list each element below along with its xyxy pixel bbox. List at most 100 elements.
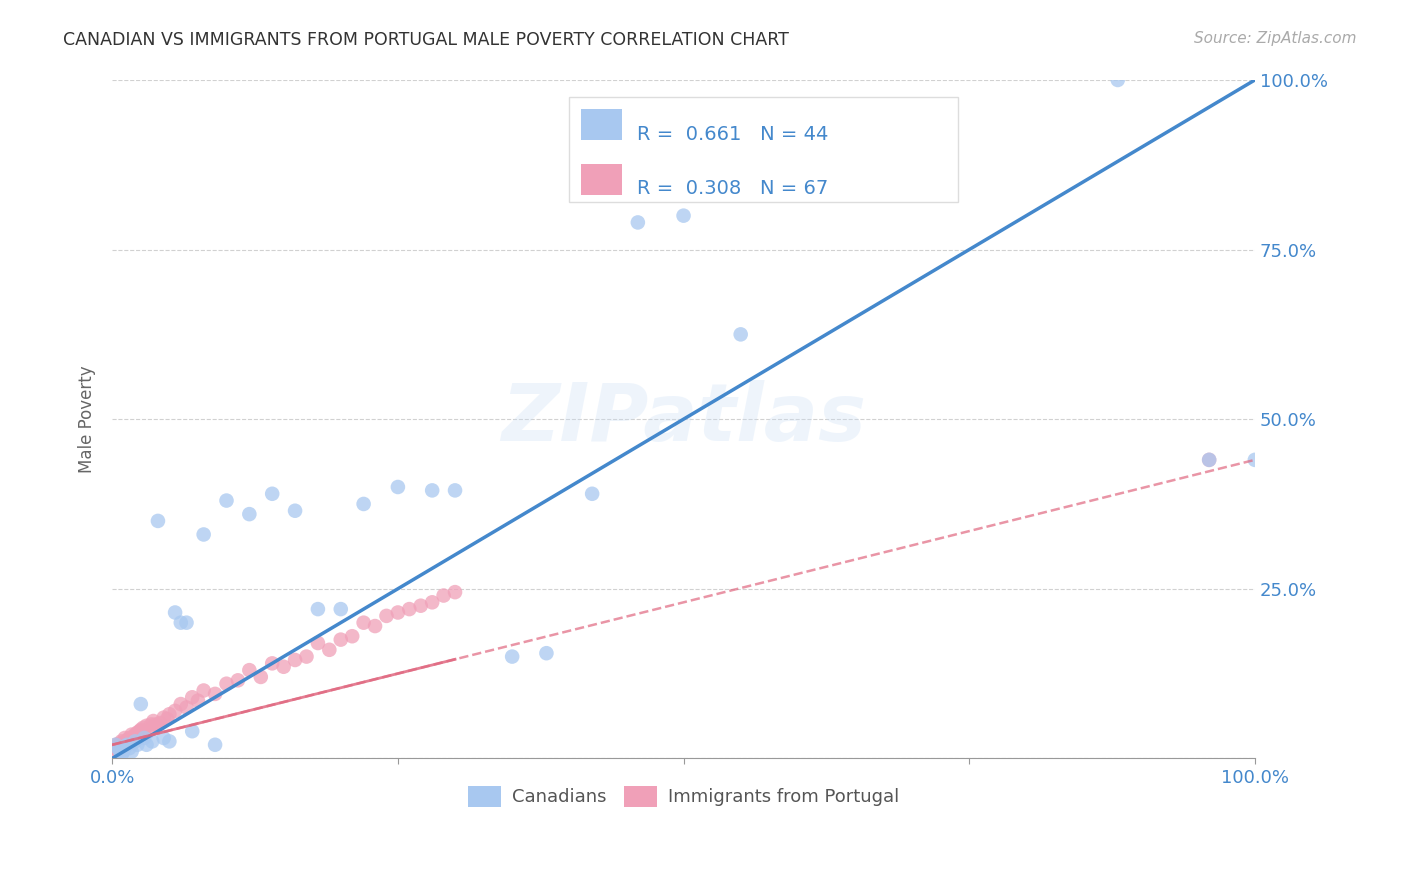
Point [134,724,156,739]
Point [187,694,209,708]
Text: R =  0.661   N = 44: R = 0.661 N = 44 [637,125,828,144]
Point [117,732,139,747]
Point [249,670,271,684]
Point [340,629,363,643]
Point [284,653,307,667]
Point [127,738,149,752]
Point [181,724,204,739]
Point [107,741,129,756]
Point [121,732,143,747]
Point [307,636,329,650]
Point [215,677,238,691]
Point [215,493,238,508]
Point [176,700,198,714]
Point [353,615,375,630]
Point [204,738,226,752]
Point [121,745,143,759]
Point [398,602,420,616]
Point [124,728,146,742]
Point [387,606,409,620]
Point [152,711,174,725]
Point [107,738,129,752]
Point [375,608,398,623]
Point [112,738,135,752]
Point [262,657,284,671]
Point [131,725,153,739]
Point [157,734,180,748]
Point [156,712,179,726]
Point [134,731,156,745]
FancyBboxPatch shape [569,97,957,202]
Point [138,724,160,739]
Point [318,642,340,657]
Point [364,619,387,633]
Point [193,683,215,698]
Point [103,745,125,759]
Point [139,717,162,731]
Point [353,497,375,511]
Point [128,724,150,739]
Point [122,730,145,744]
Point [329,602,352,616]
Point [149,716,172,731]
Point [170,615,193,630]
Point [111,739,134,753]
Point [420,483,443,498]
Point [142,714,165,728]
Point [433,589,456,603]
Point [110,736,132,750]
Point [146,719,169,733]
Point [118,731,141,745]
Point [165,704,187,718]
Point [1198,453,1220,467]
Point [581,487,603,501]
Point [193,527,215,541]
Point [307,602,329,616]
Point [165,606,187,620]
Point [121,728,143,742]
Point [444,483,467,498]
Point [110,745,132,759]
Point [329,632,352,647]
Legend: Canadians, Immigrants from Portugal: Canadians, Immigrants from Portugal [461,779,905,814]
Point [141,734,163,748]
Text: CANADIAN VS IMMIGRANTS FROM PORTUGAL MALE POVERTY CORRELATION CHART: CANADIAN VS IMMIGRANTS FROM PORTUGAL MAL… [63,31,789,49]
Point [238,507,260,521]
Point [145,717,167,731]
Point [1107,73,1129,87]
Point [273,659,295,673]
Point [226,673,249,688]
Point [104,738,127,752]
Point [387,480,409,494]
Point [176,615,198,630]
Point [125,731,148,745]
Point [110,747,132,762]
Point [409,599,432,613]
Point [146,514,169,528]
Point [262,487,284,501]
Point [1244,453,1267,467]
Point [1198,453,1220,467]
FancyBboxPatch shape [581,110,621,140]
Point [118,741,141,756]
Point [627,215,650,229]
Point [238,663,260,677]
Text: ZIPatlas: ZIPatlas [501,380,866,458]
Point [105,741,128,756]
Point [152,731,174,745]
Point [129,697,152,711]
Point [128,730,150,744]
Point [157,707,180,722]
Point [295,649,318,664]
Point [104,738,127,752]
Point [115,736,138,750]
Point [115,734,138,748]
Point [115,738,138,752]
Point [181,690,204,705]
Text: R =  0.308   N = 67: R = 0.308 N = 67 [637,179,828,198]
FancyBboxPatch shape [581,164,621,194]
Point [672,209,695,223]
Point [129,723,152,737]
Point [115,739,138,753]
Point [110,734,132,748]
